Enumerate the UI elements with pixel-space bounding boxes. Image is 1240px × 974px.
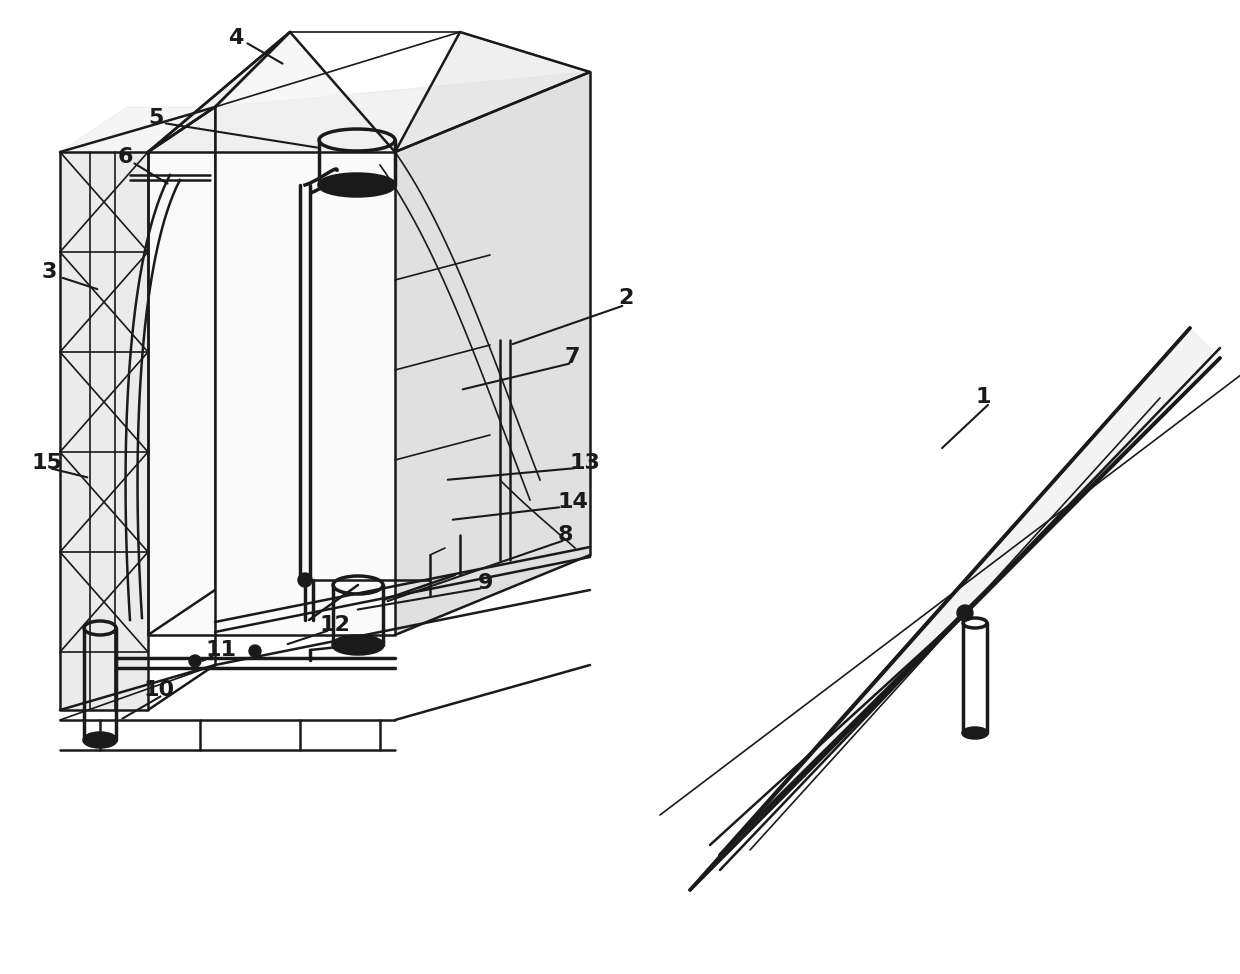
Text: 11: 11 (205, 640, 236, 660)
Text: 2: 2 (618, 288, 634, 308)
Text: 5: 5 (148, 108, 164, 128)
Polygon shape (396, 32, 590, 152)
Text: 15: 15 (32, 453, 63, 473)
Circle shape (298, 573, 312, 587)
Polygon shape (60, 152, 148, 710)
Text: 10: 10 (143, 680, 174, 700)
Ellipse shape (319, 174, 396, 196)
Ellipse shape (84, 733, 117, 747)
Ellipse shape (963, 728, 987, 738)
Polygon shape (148, 32, 290, 152)
Polygon shape (148, 32, 396, 152)
Text: 6: 6 (118, 147, 134, 167)
Text: 8: 8 (558, 525, 573, 545)
Text: 1: 1 (975, 387, 991, 407)
Text: 13: 13 (570, 453, 601, 473)
Circle shape (188, 655, 201, 667)
Text: 12: 12 (320, 615, 351, 635)
Polygon shape (148, 72, 590, 152)
Polygon shape (689, 328, 1220, 890)
Text: 4: 4 (228, 28, 243, 48)
Circle shape (957, 605, 973, 621)
Circle shape (249, 645, 260, 657)
Text: 14: 14 (558, 492, 589, 512)
Polygon shape (396, 72, 590, 635)
Text: 3: 3 (42, 262, 57, 282)
Ellipse shape (334, 636, 383, 654)
Polygon shape (60, 107, 215, 152)
Text: 9: 9 (477, 573, 494, 593)
Text: 7: 7 (565, 347, 580, 367)
Polygon shape (148, 152, 396, 635)
